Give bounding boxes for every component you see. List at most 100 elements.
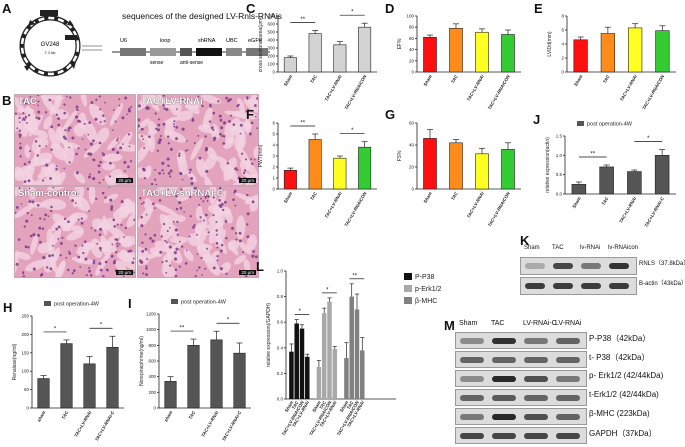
legend-swatch [577,121,584,126]
y-tick-label: 3 [272,154,275,159]
y-tick-label: 4 [272,143,275,148]
x-tick-label: Sham [422,74,432,87]
bar-tac-lv-rnaicon [501,149,515,190]
y-axis-label: LVIDd(mm) [547,31,553,57]
histology-image-tac: TAC 20 μm [14,94,136,186]
lane-header-tac: TAC [552,245,564,251]
y-tick-label: 0.6 [277,320,284,325]
bar-tac-lv-rnai [628,27,643,73]
segment-shrna: shRNA [198,38,216,44]
blot-band [553,283,573,289]
y-axis-label: PWT(mm) [258,144,264,167]
bar-tac-lv-rnai [333,44,347,73]
bar-tac-lv-rnai-c [106,346,119,409]
blot-band [525,283,545,289]
bar-mhc-tac [349,296,354,399]
x-tick-label: TAC+LV-RNAiCON [487,190,511,227]
blot-band [460,375,484,382]
histology-texture [15,187,135,277]
y-tick-label: 0 [153,406,156,411]
significance-marker: * [351,128,354,134]
x-tick-label: TAC+LV-RNAi [200,409,219,438]
bar-tac-lv-rnai [475,153,489,190]
bar-tac [599,166,614,195]
y-tick-label: 0 [272,187,275,192]
x-tick-label: TAC [309,190,318,201]
y-tick-label: 1.5 [556,134,563,139]
y-tick-label: 0.8 [277,294,284,299]
lane-header-tac: TAC [491,320,505,327]
blot-band [556,337,580,344]
y-tick-label: 200 [267,54,275,59]
y-tick-label: 0 [411,70,414,75]
significance-marker: * [326,287,329,293]
bar-mhc-tac-lv-rnai [360,350,365,399]
chart-i-norepinephrine: 0 200 400 600 800 1000 1200 Norepinephrine(ng/m… [137,296,255,444]
x-tick-label: Sham [571,196,581,209]
bar-tac [187,345,200,409]
bar-sham [423,36,437,73]
x-tick-label: TAC+LV-RNAiCON [343,190,367,227]
x-tick-label: sham [163,410,173,423]
plasmid-name: GV248 [41,42,60,48]
bar-tac [449,28,463,73]
bar-p-erk1-2-tac [321,313,327,399]
histology-title: TAC+LV-RNAi [141,96,203,107]
blot-band [460,337,484,344]
chart-svg: 0.0 0.5 1.0 1.5 relative expression(actin) Sh… [545,121,676,228]
blot-row-label: P-P38（42kDa） [589,334,651,343]
y-tick-label: 250 [21,314,29,319]
scale-bar-label: 20 μm [116,270,133,275]
y-axis-label: EF% [397,38,403,49]
x-tick-label: TAC+LV-RNAi-C [94,409,116,442]
chart-d-ef: 0 20 40 60 80 100 EF% Sham TAC TAC+LV-RNAi TAC+LV-… [395,8,525,111]
y-tick-label: 100 [406,14,414,19]
legend-label: P-P38 [415,274,435,281]
significance-marker: ** [300,17,305,23]
legend-swatch [44,301,51,306]
blot-band [492,394,516,401]
segment-egfp: eGFP [248,38,263,44]
y-tick-label: 100 [267,62,275,67]
y-tick-label: 4 [561,42,564,47]
x-tick-label: TAC+LV-RNAi [324,73,343,102]
blot-band [524,375,548,382]
significance-marker: ** [352,273,357,279]
panel-label-f: F [246,107,254,122]
bar-tac-lv-rnaicon [358,26,372,73]
x-tick-label: TAC [602,73,611,84]
blot-band [460,356,484,363]
blot-band [556,356,580,363]
significance-marker: * [351,10,354,16]
panel-label-b: B [2,93,12,108]
bar-tac-lv-rnai-c [233,352,246,409]
y-tick-label: 0 [26,406,29,411]
x-tick-label: TAC+LV-RNAi-C [221,409,243,442]
y-tick-label: 60 [409,36,415,41]
bar-p-p38-tac-lv-rnai [305,356,310,399]
bar-tac-lv-rnaicon [358,146,372,190]
x-tick-label: TAC [450,73,459,84]
x-tick-label: TAC+LV-RNAi [466,73,485,102]
histology-title: Sham-control [18,188,80,199]
panel-label-h: H [3,300,13,315]
bar-tac-lv-rnaicon [655,30,670,73]
chart-svg: 0 20 40 60 FS% Sham TAC TAC+LV-RNAi TAC+LV-RNAiC… [397,121,521,228]
significance-marker: * [647,136,650,142]
histology-title: TAC+LV-shRNAi-C [141,188,224,199]
panel-a-vector-map: GV248 7.1 kb U6 loop shRNA UBC eGFP sens… [10,2,310,88]
y-tick-label: 8 [561,14,564,19]
y-tick-label: 600 [267,22,275,27]
y-tick-label: 2 [272,165,275,170]
y-tick-label: 6 [272,121,275,126]
blot-row-label: t-Erk1/2 (42/44kDa) [589,390,659,399]
blot-strip-p-p38-42kda [455,332,587,349]
bar-p-erk1-2-tac-lv-rnaicon [327,301,332,399]
chart-svg: 0 1 2 3 4 5 6 PWT(mm) Sham TAC TAC+LV-RNAi TAC+LV-R… [258,121,377,228]
lane-header-lv-rnai-c: LV-RNAi-C [523,320,557,327]
y-tick-label: 200 [21,332,29,337]
y-axis-label: FS% [397,150,403,161]
x-tick-label: TAC [601,195,610,206]
y-tick-label: 50 [24,387,30,392]
x-tick-label: TAC+LV-RNAi-C [644,195,666,228]
